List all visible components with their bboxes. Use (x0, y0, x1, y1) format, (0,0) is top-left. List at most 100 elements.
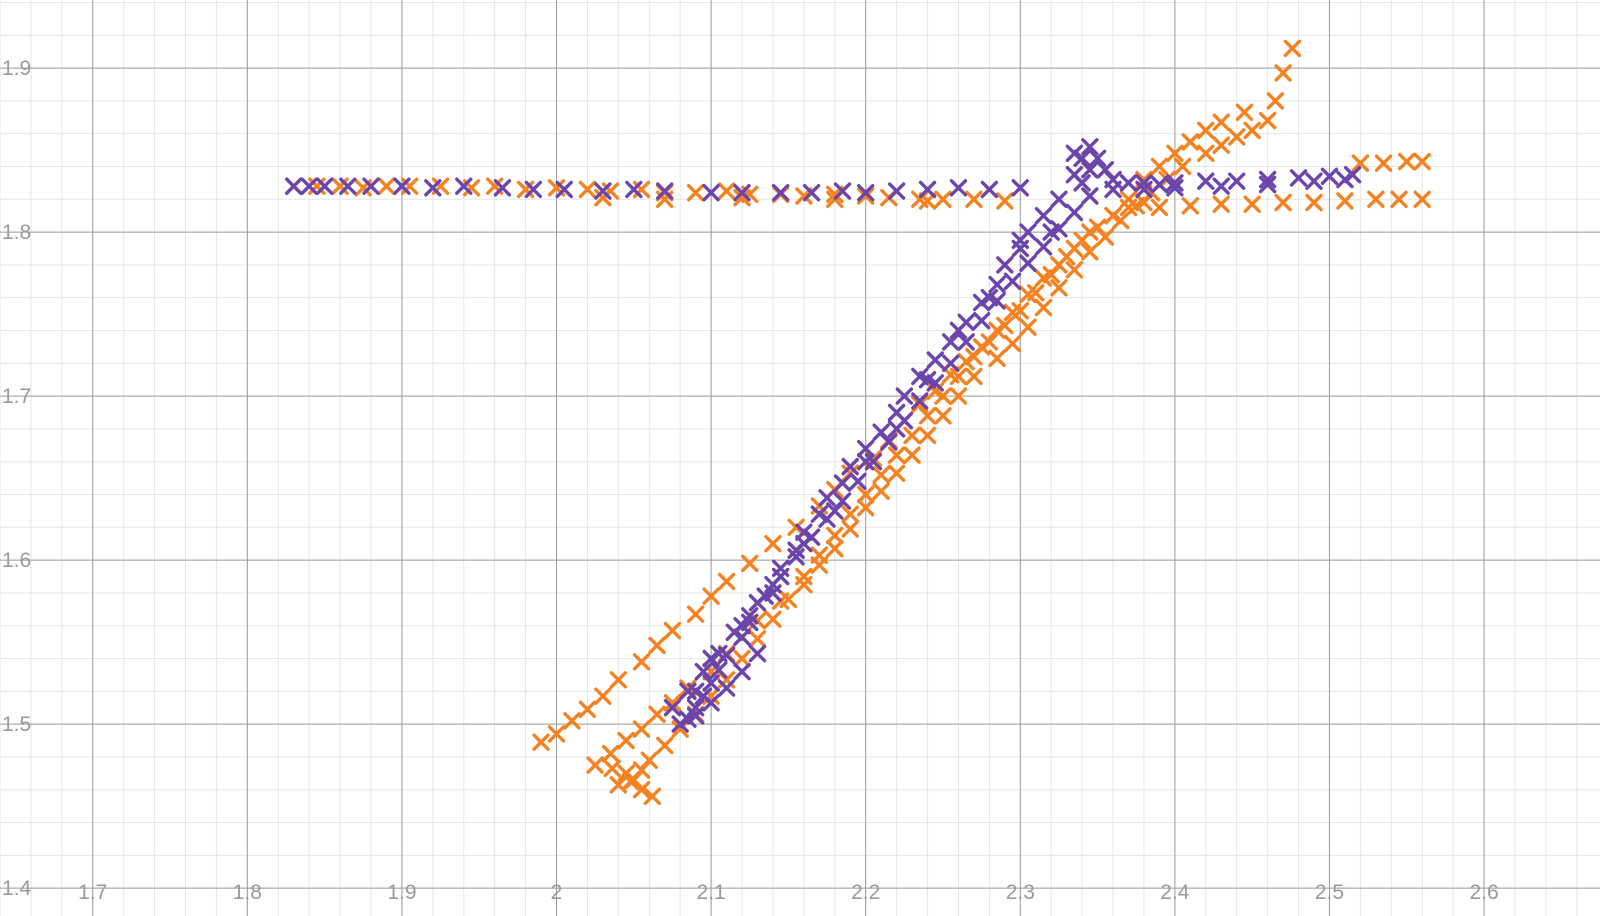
scatter-point (686, 605, 705, 623)
scatter-point (1042, 223, 1060, 241)
scatter-point (810, 546, 829, 564)
scatter-point (911, 395, 929, 413)
scatter-point (686, 707, 705, 725)
scatter-point (1413, 190, 1431, 208)
scatter-point (1027, 284, 1045, 302)
scatter-point (988, 275, 1006, 294)
scatter-point (702, 649, 720, 668)
scatter-point (795, 567, 813, 586)
scatter-point (601, 744, 620, 763)
scatter-point (617, 731, 635, 750)
scatter-point (632, 653, 651, 671)
scatter-point (1011, 302, 1029, 320)
scatter-point (694, 662, 713, 681)
scatter-point (1166, 174, 1184, 192)
scatter-point (841, 505, 859, 523)
scatter-point (857, 452, 875, 471)
scatter-point (663, 694, 682, 712)
scatter-point (972, 293, 991, 312)
scatter-point (578, 180, 597, 199)
scatter-point (686, 682, 705, 701)
scatter-point (1212, 113, 1230, 131)
scatter-point (524, 180, 543, 199)
scatter-point (1212, 195, 1230, 213)
x-tick-label: 1.9 (387, 881, 416, 904)
scatter-point (555, 180, 573, 199)
scatter-point (1197, 121, 1215, 140)
scatter-point (826, 502, 844, 520)
scatter-point (1034, 238, 1053, 256)
y-tick-label: 1.5 (2, 713, 31, 736)
data-points (285, 39, 1431, 805)
scatter-point (1258, 170, 1277, 189)
scatter-point (1073, 231, 1091, 249)
scatter-point (1336, 170, 1354, 189)
scatter-point (1081, 138, 1099, 156)
scatter-point (988, 321, 1006, 340)
scatter-point (1065, 261, 1084, 279)
scatter-point (702, 674, 720, 692)
scatter-point (926, 351, 944, 369)
scatter-point (339, 177, 357, 195)
scatter-point (1050, 279, 1068, 297)
scatter-point (779, 590, 798, 609)
scatter-point (315, 177, 334, 195)
scatter-point (887, 182, 906, 200)
scatter-point (949, 367, 968, 386)
scatter-point (911, 392, 929, 410)
scatter-point (362, 177, 380, 195)
scatter-point (586, 756, 604, 774)
scatter-point (857, 498, 875, 517)
scatter-point (594, 182, 612, 200)
scatter-point (1088, 149, 1107, 167)
scatter-point (918, 426, 937, 445)
scatter-point (300, 177, 318, 195)
scatter-point (872, 482, 890, 500)
scatter-point (1135, 174, 1153, 192)
scatter-point (887, 464, 906, 482)
scatter-point (1088, 218, 1107, 236)
scatter-point (1351, 154, 1370, 172)
scatter-point (1390, 190, 1408, 208)
scatter-point (880, 433, 898, 451)
scatter-point (1065, 144, 1084, 163)
scatter-point (787, 518, 805, 536)
scatter-point (632, 781, 651, 799)
scatter-point (1274, 193, 1292, 212)
x-tick-label: 2.3 (1006, 881, 1035, 904)
scatter-point (1150, 157, 1169, 176)
scatter-point (663, 621, 682, 640)
scatter-point (748, 644, 767, 663)
x-tick-label: 2.4 (1160, 881, 1190, 904)
scatter-point (1197, 144, 1215, 163)
scatter-point (617, 764, 635, 783)
scatter-point (942, 354, 960, 372)
scatter-point (949, 179, 968, 197)
scatter-point (748, 630, 767, 648)
scatter-point (841, 457, 859, 476)
scatter-point (1320, 167, 1339, 186)
scatter-point (1073, 149, 1091, 167)
scatter-point (1197, 172, 1215, 190)
scatter-point (741, 554, 759, 573)
scatter-point (949, 321, 968, 340)
scatter-point (965, 348, 983, 366)
series-0 (285, 39, 1431, 805)
scatter-point (1135, 193, 1153, 212)
scatter-point (1003, 334, 1022, 353)
scatter-point (1150, 198, 1169, 217)
x-axis-tick-labels: 1.7 1.8 1.9 2 2.1 2.2 2.3 2.4 2.5 2.6 (78, 881, 1499, 904)
scatter-point (1283, 39, 1302, 58)
scatter-point (1212, 177, 1230, 195)
scatter-point (1065, 203, 1084, 222)
scatter-point (942, 333, 960, 351)
scatter-point (957, 352, 975, 371)
y-axis-tick-labels: 1.4 1.5 1.6 1.7 1.8 1.9 (2, 57, 32, 900)
scatter-point (733, 184, 751, 202)
scatter-point (903, 446, 921, 464)
scatter-point (771, 184, 790, 202)
scatter-point (1003, 272, 1022, 290)
scatter-point (1166, 144, 1184, 163)
scatter-point (918, 407, 937, 425)
scatter-point (671, 715, 689, 733)
